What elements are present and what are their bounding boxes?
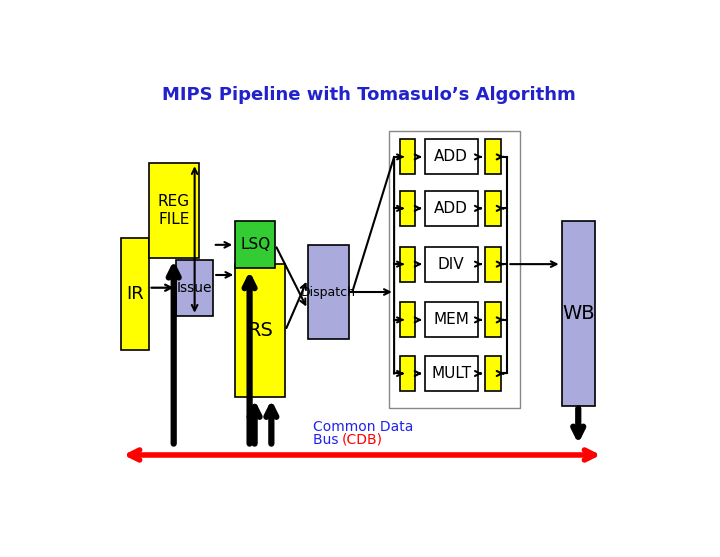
Bar <box>485 356 500 391</box>
Text: IR: IR <box>126 285 143 303</box>
Bar <box>485 247 500 282</box>
Text: Bus: Bus <box>313 433 343 447</box>
Text: RS: RS <box>247 321 273 340</box>
Bar <box>176 260 213 316</box>
Bar <box>425 191 478 226</box>
Bar <box>400 247 415 282</box>
Bar <box>307 245 349 339</box>
Bar <box>485 139 500 174</box>
Bar <box>425 356 478 391</box>
Text: Issue: Issue <box>177 281 212 295</box>
Text: Common Data: Common Data <box>313 420 413 434</box>
Text: REG
FILE: REG FILE <box>158 194 190 227</box>
Text: Dispatch: Dispatch <box>301 286 356 299</box>
Bar <box>235 264 285 397</box>
Text: MIPS Pipeline with Tomasulo’s Algorithm: MIPS Pipeline with Tomasulo’s Algorithm <box>162 86 576 104</box>
Bar <box>389 131 520 408</box>
Text: ADD: ADD <box>434 149 468 164</box>
Bar <box>425 302 478 338</box>
Text: DIV: DIV <box>438 257 464 272</box>
Bar <box>485 302 500 338</box>
Bar <box>235 221 275 268</box>
Bar <box>400 302 415 338</box>
Text: WB: WB <box>562 304 595 323</box>
Bar <box>400 356 415 391</box>
Text: MEM: MEM <box>433 312 469 328</box>
Bar <box>425 139 478 174</box>
Text: ADD: ADD <box>434 201 468 216</box>
Bar <box>400 139 415 174</box>
Bar <box>121 238 148 350</box>
Text: MULT: MULT <box>431 366 472 381</box>
Bar <box>562 221 595 405</box>
Text: LSQ: LSQ <box>240 237 270 252</box>
Bar <box>148 163 199 258</box>
Bar <box>485 191 500 226</box>
Bar <box>400 191 415 226</box>
Text: (CDB): (CDB) <box>342 433 383 447</box>
Bar <box>425 247 478 282</box>
